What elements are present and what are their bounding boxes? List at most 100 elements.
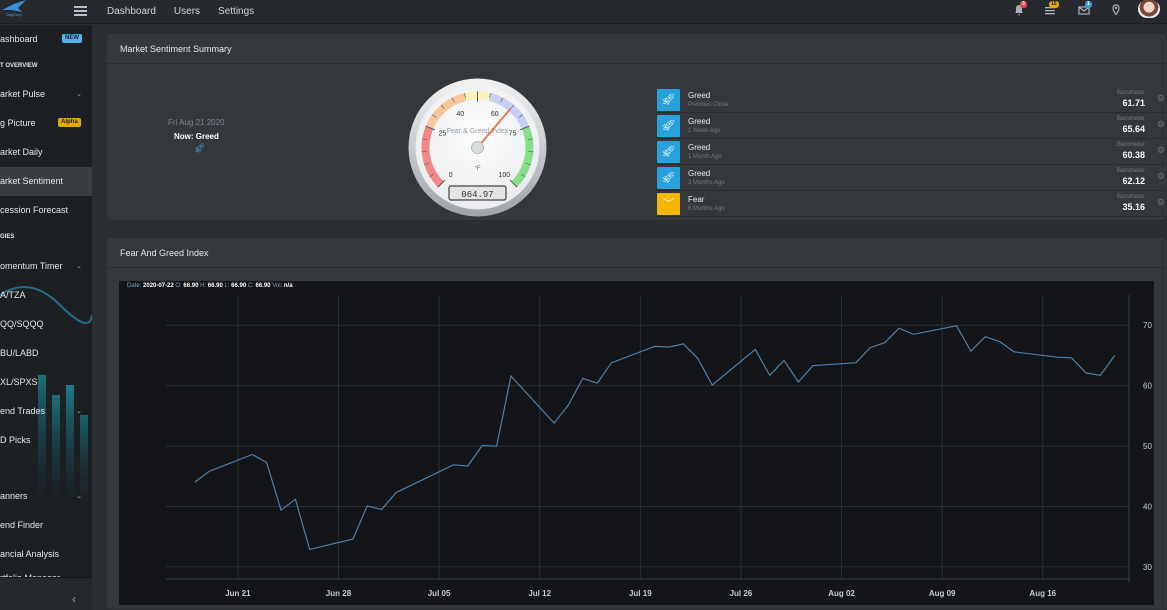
barometer-value: 62.12 [1122,176,1145,186]
sidebar-item-trend-trades[interactable]: end Trades ⌄ [0,397,92,426]
barometer-row: 🚀︎ Greed 1 Month Ago Barometer 60.38 ⚙ [656,140,1167,165]
top-nav: Dashboard Users Settings [107,0,272,22]
sidebar-item-trend-finder[interactable]: end Finder [0,520,44,530]
ohlc-legend: Date: 2020-07-22 O: 66.90 H: 66.90 L: 66… [127,283,293,289]
sidebar-item-momentum-timer[interactable]: omentum Timer ⌄ [0,252,92,281]
x-tick-label: Jul 26 [730,589,753,598]
new-badge: NEW [62,34,82,43]
chevron-down-icon: ⌄ [76,408,82,415]
sidebar-item-labu-labd[interactable]: BU/LABD [0,348,39,358]
gauge-tick-label: 100 [499,172,511,179]
barometer-caption: Barometer [1116,116,1145,122]
sidebar-footer [0,577,92,610]
sidebar-item-tna-tza[interactable]: A/TZA [0,290,26,300]
gear-icon[interactable]: ⚙ [1156,93,1165,103]
sidebar-item-dashboard[interactable]: ashboard NEW [0,25,92,54]
barometer-caption: Barometer [1116,90,1145,96]
x-tick-label: Jun 21 [225,589,251,598]
gauge-tick [525,162,531,166]
barometer-period: Previous Close [688,102,729,108]
sidebar-item-market-sentiment[interactable]: arket Sentiment [0,167,92,196]
gauge-tick [451,97,455,103]
sidebar-item-financial-analysis[interactable]: ancial Analysis [0,549,60,559]
gauge-band [421,126,444,188]
gauge-tick-label: 75 [509,130,517,137]
gauge-tick [489,92,491,98]
bird-logo-icon [2,0,26,12]
sidebar-item-recession-forecast[interactable]: cession Forecast [0,205,69,215]
series-line [194,325,1116,551]
task-count-badge: 15 [1049,1,1059,8]
y-tick-label: 40 [1143,502,1152,511]
menu-toggle-icon[interactable] [74,4,87,16]
nav-settings[interactable]: Settings [218,5,255,17]
brand-logo[interactable]: DayCurp [0,0,28,22]
gauge-tick [510,104,515,109]
barometer-period: 6 Months Ago [688,206,725,212]
market-sentiment-summary-card: Market Sentiment Summary [106,33,1167,221]
gauge-tick-label: 40 [456,111,464,118]
barometer-label: Greed [688,91,711,100]
barometer-label: Fear [688,195,705,204]
sidebar-section-strategies: GIES [0,234,15,240]
nav-users[interactable]: Users [173,5,201,17]
map-pin-icon[interactable] [1110,3,1124,17]
chart-area[interactable] [119,281,1154,605]
chevron-down-icon: ⌄ [76,263,82,270]
notification-count-badge: 3 [1020,1,1027,8]
gauge-tick [527,138,533,140]
sidebar-item-tqqq-sqqq[interactable]: QQ/SQQQ [0,319,44,329]
logo-text: DayCurp [6,12,22,17]
sidebar-item-market-pulse[interactable]: arket Pulse ⌄ [0,80,92,109]
gauge-tick [432,114,437,118]
barometer-period: 1 Week Ago [688,128,721,134]
sidebar-item-scanners[interactable]: anners ⌄ [0,482,92,511]
x-tick-label: Aug 16 [1029,589,1056,598]
y-tick-label: 60 [1143,382,1152,391]
sidebar-section-overview: T OVERVIEW [0,63,38,69]
gear-icon[interactable]: ⚙ [1156,197,1165,207]
sidebar: ashboard NEW T OVERVIEW arket Pulse ⌄ g … [0,25,92,610]
x-tick-label: Aug 02 [828,589,855,598]
gauge-tick [429,173,435,178]
sidebar-item-spxl-spxs[interactable]: XL/SPXS [0,377,38,387]
sidebar-background-art [0,286,92,495]
user-avatar[interactable] [1138,0,1160,18]
y-tick-label: 50 [1143,442,1152,451]
rocket-icon: 🚀︎ [657,141,680,163]
barometer-row: ﹀ Fear 6 Months Ago Barometer 35.16 ⚙ [656,192,1167,217]
x-tick-label: Jun 28 [326,589,352,598]
nav-dashboard[interactable]: Dashboard [107,5,156,17]
gauge-hub [471,141,484,154]
gauge-readout-box [448,185,507,201]
gauge-needle [476,108,511,149]
barometer-row: 🚀︎ Greed Previous Close Barometer 61.71 ⚙ [656,88,1167,113]
chevron-down-icon: ﹀ [657,193,680,215]
card-title: Fear And Greed Index [107,238,1166,268]
barometer-value: 35.16 [1122,202,1145,212]
bell-icon[interactable]: 3 [1013,1,1027,17]
card-title: Market Sentiment Summary [107,34,1166,64]
gauge-band [511,126,534,188]
chevron-down-icon: ⌄ [76,91,82,98]
barometer-row: 🚀︎ Greed 1 Week Ago Barometer 65.64 ⚙ [656,114,1167,139]
gear-icon[interactable]: ⚙ [1156,145,1165,155]
current-sentiment-label: Now: Greed [174,132,219,141]
sidebar-item-market-daily[interactable]: arket Daily [0,147,43,157]
x-tick-label: Aug 09 [929,589,956,598]
gauge-tick [509,179,518,188]
fear-greed-gauge: 0 25 40 60 75 100 Fear & Greed Index °F 064.9… [408,78,547,217]
gauge-tick [422,138,428,140]
sidebar-item-pod-picks[interactable]: D Picks [0,435,31,445]
top-bar: DayCurp Dashboard Users Settings 3 15 1 [0,0,1167,24]
gear-icon[interactable]: ⚙ [1156,171,1165,181]
summary-date: Fri Aug 21 2020 [168,118,225,127]
sidebar-item-big-picture[interactable]: g Picture Alpha [0,109,92,138]
gauge-title: Fear & Greed Index [447,128,509,135]
mail-icon[interactable]: 1 [1078,1,1092,17]
gauge-tick [437,179,446,188]
gauge-tick [425,125,436,131]
gear-icon[interactable]: ⚙ [1156,119,1165,129]
sidebar-collapse-icon[interactable]: ‹ [72,592,76,606]
list-icon[interactable]: 15 [1044,1,1059,17]
